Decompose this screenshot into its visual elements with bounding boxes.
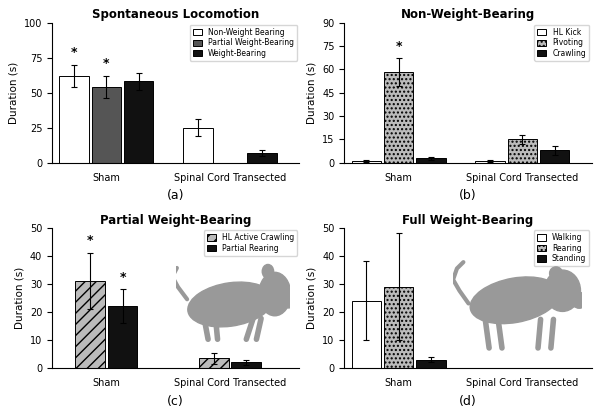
Bar	[539, 150, 569, 163]
Ellipse shape	[259, 272, 291, 316]
Ellipse shape	[188, 282, 273, 327]
Bar	[416, 359, 446, 368]
Bar	[183, 128, 213, 163]
Y-axis label: Duration (s): Duration (s)	[14, 267, 25, 329]
Bar	[384, 287, 413, 368]
Ellipse shape	[262, 265, 274, 278]
X-axis label: (d): (d)	[459, 395, 477, 408]
Bar	[384, 72, 413, 163]
Text: *: *	[395, 40, 402, 53]
Ellipse shape	[470, 277, 560, 324]
Title: Spontaneous Locomotion: Spontaneous Locomotion	[92, 8, 259, 21]
X-axis label: (a): (a)	[167, 189, 184, 203]
Bar	[352, 161, 382, 163]
Text: *: *	[87, 234, 94, 248]
Bar	[59, 76, 89, 163]
Bar	[352, 301, 382, 368]
Text: *: *	[71, 46, 77, 59]
Title: Full Weight-Bearing: Full Weight-Bearing	[403, 213, 533, 227]
Legend: HL Active Crawling, Partial Rearing: HL Active Crawling, Partial Rearing	[203, 230, 297, 256]
X-axis label: (b): (b)	[459, 189, 477, 203]
Ellipse shape	[550, 267, 562, 280]
Legend: HL Kick, Pivoting, Crawling: HL Kick, Pivoting, Crawling	[534, 25, 589, 61]
Legend: Non-Weight Bearing, Partial Weight-Bearing, Weight-Bearing: Non-Weight Bearing, Partial Weight-Beari…	[190, 25, 297, 61]
Bar	[247, 153, 277, 163]
Ellipse shape	[544, 270, 580, 312]
Bar	[475, 161, 505, 163]
Bar	[124, 82, 154, 163]
Y-axis label: Duration (s): Duration (s)	[307, 267, 317, 329]
Title: Partial Weight-Bearing: Partial Weight-Bearing	[100, 213, 251, 227]
Legend: Walking, Rearing, Standing: Walking, Rearing, Standing	[533, 230, 589, 266]
Bar	[92, 87, 121, 163]
Text: *: *	[119, 271, 126, 284]
Y-axis label: Duration (s): Duration (s)	[307, 62, 316, 124]
Y-axis label: Duration (s): Duration (s)	[8, 62, 19, 124]
Ellipse shape	[571, 292, 587, 308]
Text: *: *	[103, 57, 110, 70]
Bar	[508, 139, 537, 163]
Ellipse shape	[281, 290, 295, 308]
X-axis label: (c): (c)	[167, 395, 184, 408]
Bar	[232, 362, 261, 368]
Bar	[107, 306, 137, 368]
Bar	[76, 281, 105, 368]
Title: Non-Weight-Bearing: Non-Weight-Bearing	[401, 8, 535, 21]
Bar	[199, 358, 229, 368]
Bar	[416, 158, 446, 163]
